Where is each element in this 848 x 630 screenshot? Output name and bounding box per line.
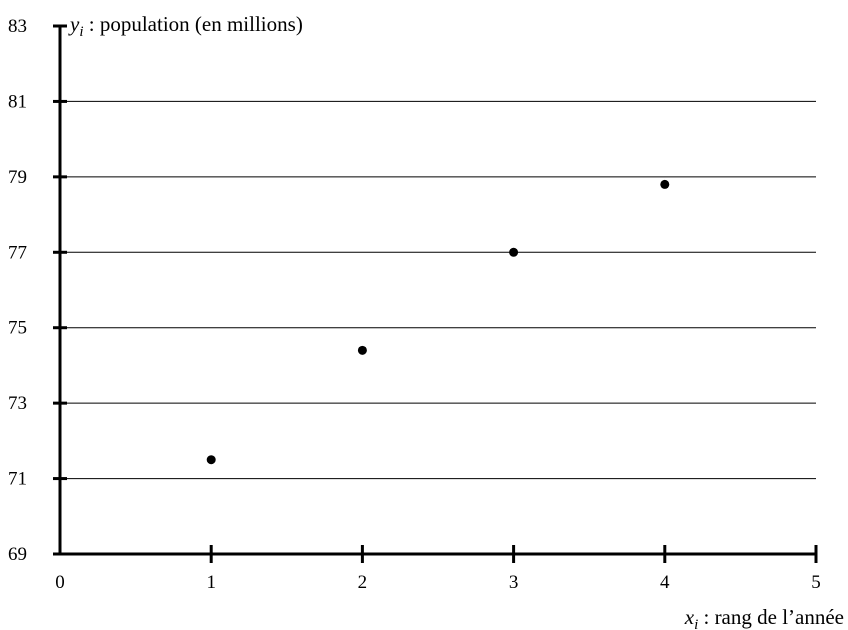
x-tick-label-5: 5 <box>811 572 821 593</box>
x-tick-label-4: 4 <box>660 572 670 593</box>
data-points <box>206 179 670 465</box>
y-tick-label-79: 79 <box>8 167 27 188</box>
y-tick-label-73: 73 <box>8 393 27 414</box>
data-point-2 <box>357 345 367 355</box>
y-axis-title: yi : population (en millions) <box>68 12 303 40</box>
y-axis-title-text: : population (en millions) <box>84 12 303 36</box>
x-tick-label-1: 1 <box>206 572 216 593</box>
x-tick-label-2: 2 <box>358 572 368 593</box>
x-tick-label-0: 0 <box>55 572 65 593</box>
data-point-1 <box>206 455 216 465</box>
x-axis-variable: x <box>684 605 695 629</box>
y-tick-label-75: 75 <box>8 318 27 339</box>
y-tick-label-83: 83 <box>8 16 27 37</box>
data-point-4 <box>660 179 670 189</box>
y-tick-label-69: 69 <box>8 544 27 565</box>
y-axis-variable-subscript: i <box>79 24 83 40</box>
x-axis-ticks: 0 1 2 3 4 5 <box>55 545 821 593</box>
y-tick-label-81: 81 <box>8 91 27 112</box>
y-tick-label-71: 71 <box>8 469 27 490</box>
x-tick-label-3: 3 <box>509 572 519 593</box>
x-axis-title-text: : rang de l’année <box>698 605 844 629</box>
y-axis-variable: y <box>68 12 80 36</box>
y-tick-label-77: 77 <box>8 242 27 263</box>
axes <box>58 26 816 556</box>
data-point-3 <box>509 247 519 257</box>
x-axis-title: xi : rang de l’année <box>684 605 844 630</box>
gridlines <box>60 100 816 480</box>
y-axis-ticks: 69 71 73 75 77 79 81 83 <box>8 16 67 565</box>
x-axis-variable-subscript: i <box>694 617 698 630</box>
